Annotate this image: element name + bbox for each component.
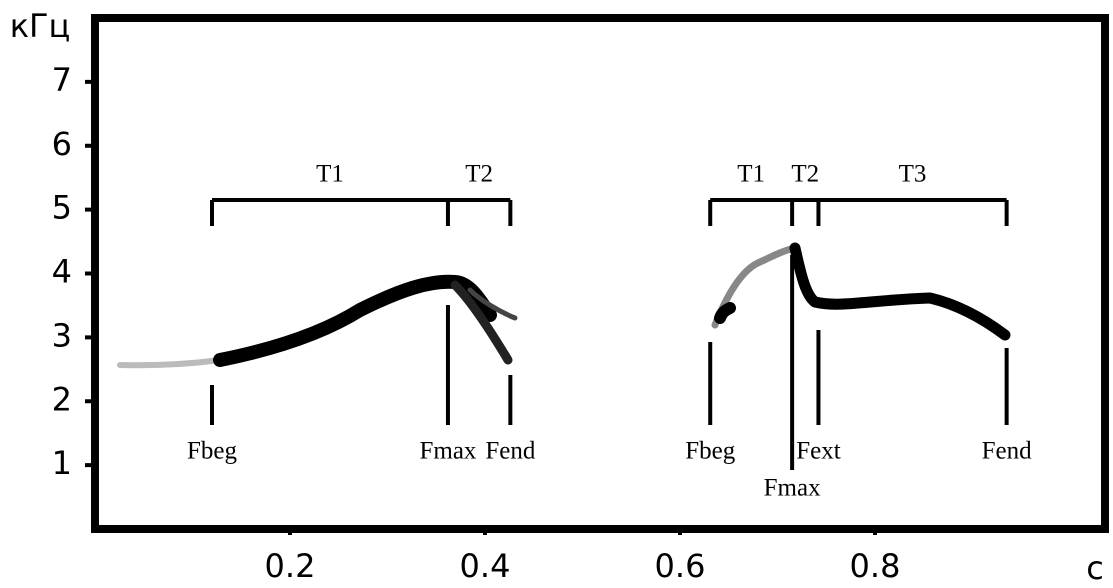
y-tick-label: 7 (52, 61, 72, 99)
trace (714, 302, 736, 324)
x-tick-label: 0.6 (655, 547, 706, 585)
y-tick-label: 3 (52, 316, 72, 354)
marker-label: Fbeg (187, 438, 238, 465)
y-axis-label: кГц (10, 7, 71, 45)
x-axis-label: с (1086, 549, 1104, 587)
segment-label: T1 (316, 161, 344, 188)
plot-frame (91, 14, 1109, 533)
marker-label: Fend (485, 438, 536, 465)
y-tick-label: 1 (52, 444, 72, 482)
marker-label: Fmax (764, 475, 821, 502)
y-tick-label: 5 (52, 189, 72, 227)
marker-label: Fend (982, 438, 1033, 465)
marker-label: Fext (796, 438, 841, 465)
segment-label: T2 (465, 161, 493, 188)
segment-label: T3 (899, 161, 927, 188)
x-tick-label: 0.4 (460, 547, 511, 585)
segment-label: T1 (737, 161, 765, 188)
marker-label: Fbeg (685, 438, 736, 465)
marker-label: Fmax (419, 438, 476, 465)
segment-label: T2 (791, 161, 819, 188)
y-tick-label: 4 (52, 253, 72, 291)
trace (213, 274, 497, 367)
x-tick-label: 0.8 (850, 547, 901, 585)
x-tick-label: 0.2 (265, 547, 316, 585)
trace (467, 287, 518, 321)
spectrogram-traces (117, 242, 1011, 369)
y-tick-label: 6 (52, 125, 72, 163)
y-tick-label: 2 (52, 380, 72, 418)
trace (450, 280, 513, 365)
trace (117, 357, 223, 369)
trace (789, 242, 1011, 341)
